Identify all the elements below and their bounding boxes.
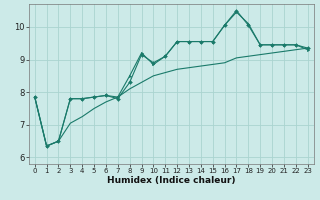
X-axis label: Humidex (Indice chaleur): Humidex (Indice chaleur) [107, 176, 236, 185]
